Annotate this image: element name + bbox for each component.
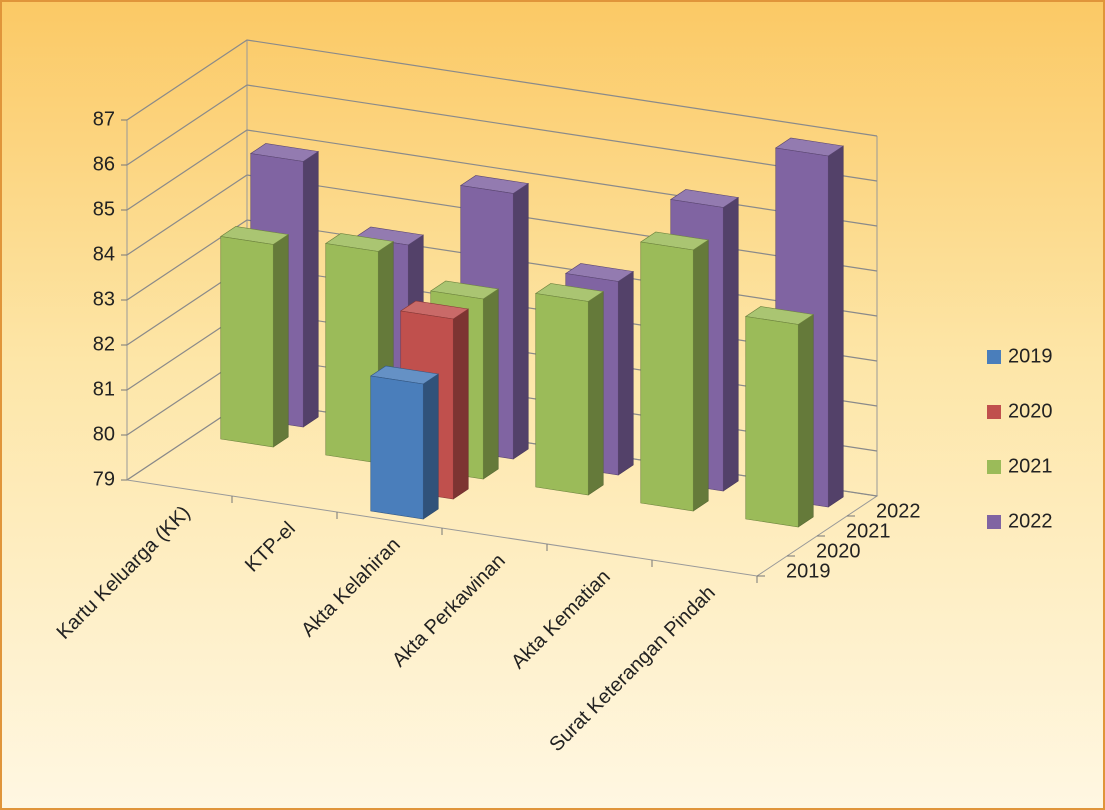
bar-side [617,270,634,476]
bar-side [587,290,604,496]
z-tick-label: 2022 [876,500,921,522]
legend-swatch [987,350,1001,364]
bar-side [827,145,844,508]
bar-side [482,288,499,480]
legend-swatch [987,515,1001,529]
bar [220,236,274,448]
bar [640,241,694,512]
legend-label: 2020 [1008,400,1053,422]
bar [535,293,589,496]
y-tick-label: 81 [93,378,115,400]
x-tick-label: Kartu Keluarga (KK) [53,502,195,644]
y-tick-label: 86 [93,153,115,175]
z-tick-label: 2021 [846,520,891,542]
legend-label: 2022 [1008,510,1053,532]
bar-side [302,150,319,428]
legend-swatch [987,460,1001,474]
grid-line [126,84,878,182]
bar [745,316,799,528]
bar-side [797,313,814,528]
y-tick-label: 79 [93,468,115,490]
x-tick-label: Akta Perkawinan [388,550,510,672]
y-tick-label: 82 [93,333,115,355]
legend-label: 2021 [1008,455,1053,477]
bar-side [512,182,529,460]
x-tick-label: KTP-el [241,518,300,577]
bar-side [722,196,739,492]
bar [370,375,424,520]
x-tick-label: Akta Kematian [507,566,615,674]
bar-side [452,308,469,500]
bar-side [272,233,289,448]
grid-line [126,39,878,137]
z-tick-label: 2020 [816,540,861,562]
y-tick-label: 83 [93,288,115,310]
y-tick-label: 87 [93,108,115,130]
y-tick-label: 85 [93,198,115,220]
y-tick-label: 80 [93,423,115,445]
bar-side [692,239,709,512]
legend-swatch [987,405,1001,419]
x-tick-label: Akta Kelahiran [297,534,405,642]
bar-side [422,373,439,520]
y-tick-label: 84 [93,243,115,265]
bar [325,243,379,464]
z-tick-label: 2019 [786,560,831,582]
legend-label: 2019 [1008,345,1053,367]
grid-line [126,129,878,227]
